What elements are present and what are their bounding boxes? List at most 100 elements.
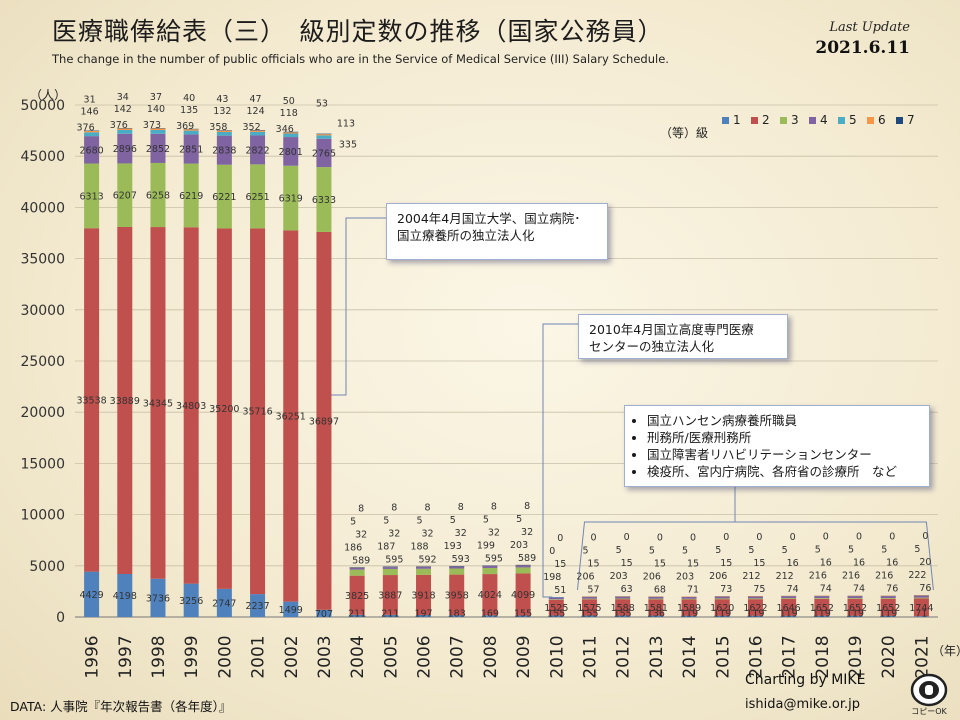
- data-label: 0: [549, 546, 555, 557]
- bar-segment: [615, 615, 631, 617]
- data-label: 113: [337, 119, 355, 130]
- x-tick-label: 2015: [713, 635, 733, 678]
- bar-segment: [482, 565, 498, 568]
- data-label: 8: [458, 502, 464, 513]
- bar-segment: [382, 567, 398, 569]
- data-label: 2852: [146, 144, 170, 155]
- data-label: 50: [283, 96, 295, 107]
- data-label: 589: [518, 553, 536, 564]
- data-label: 15: [621, 558, 633, 569]
- data-label: 3887: [378, 590, 402, 601]
- y-tick-label: 50000: [20, 98, 65, 114]
- annotation-2004-line2: 国立療養所の独立法人化: [397, 228, 535, 243]
- data-label: 373: [143, 120, 161, 131]
- y-tick-label: 5000: [29, 559, 65, 575]
- data-label: 74: [853, 584, 865, 595]
- data-label: 119: [680, 609, 698, 620]
- data-label: 1744: [909, 603, 933, 614]
- data-label: 1652: [843, 603, 867, 614]
- data-label: 8: [491, 501, 497, 512]
- data-label: 5: [383, 516, 389, 527]
- data-label: 53: [316, 99, 328, 110]
- data-label: 211: [348, 609, 366, 620]
- data-label: 358: [209, 122, 227, 133]
- data-label: 222: [908, 570, 926, 581]
- bar-segment: [880, 615, 896, 617]
- data-label: 589: [352, 555, 370, 566]
- data-label: 1622: [743, 603, 767, 614]
- bar-segment: [615, 596, 631, 599]
- bar-segment: [515, 567, 531, 574]
- data-label: 36251: [276, 412, 306, 423]
- bar-segment: [316, 609, 332, 617]
- x-tick-label: 2010: [547, 635, 567, 678]
- legend-label: 1: [733, 113, 741, 127]
- data-label: 33889: [110, 396, 140, 407]
- bar-segment: [416, 614, 432, 617]
- data-label: 193: [444, 541, 462, 552]
- bar-segment: [681, 596, 697, 599]
- bar-segment: [349, 614, 365, 617]
- bar-segment: [150, 133, 166, 163]
- annotation-item-2: 刑務所/医療刑務所: [647, 429, 919, 446]
- bar-segment: [648, 615, 664, 617]
- data-label: 5: [450, 515, 456, 526]
- data-source: DATA: 人事院『年次報告書（各年度）』: [10, 699, 232, 714]
- bar-segment: [283, 601, 299, 617]
- y-tick-label: 35000: [20, 252, 65, 268]
- data-label: 6258: [146, 191, 170, 202]
- data-label: 212: [776, 571, 794, 582]
- bar-segment: [250, 130, 266, 132]
- data-label: 0: [723, 532, 729, 543]
- data-label: 6319: [279, 194, 303, 205]
- legend-label: 2: [762, 113, 770, 127]
- annotation-item-1: 国立ハンセン病療養所職員: [647, 412, 919, 429]
- bar-segment: [449, 568, 465, 575]
- data-label: 1620: [710, 603, 734, 614]
- bar-segment: [150, 162, 166, 228]
- data-label: 203: [676, 571, 694, 582]
- data-label: 16: [853, 558, 865, 569]
- bar-segment: [880, 595, 896, 599]
- annotation-2004: 2004年4月国立大学、国立病院･ 国立療養所の独立法人化: [386, 203, 608, 260]
- legend-label: 5: [849, 113, 857, 127]
- bar-segment: [84, 228, 100, 572]
- data-label: 4429: [80, 590, 104, 601]
- data-label: 5: [782, 545, 788, 556]
- bar-segment: [548, 599, 564, 600]
- annotation-2010-line1: 2010年4月国立高度専門医療: [589, 322, 754, 337]
- data-label: 5: [416, 515, 422, 526]
- bar-segment: [316, 231, 332, 610]
- data-label: 15: [654, 558, 666, 569]
- bar-segment: [250, 164, 266, 229]
- last-update-label: Last Update: [829, 20, 910, 35]
- data-label: 6207: [113, 191, 137, 202]
- bar-segment: [814, 615, 830, 617]
- data-label: 15: [720, 558, 732, 569]
- data-label: 5: [582, 545, 588, 556]
- bar-segment: [814, 598, 830, 616]
- legend-swatch: [751, 117, 758, 124]
- data-label: 593: [452, 554, 470, 565]
- bar-segment: [847, 598, 863, 599]
- data-label: 4198: [113, 591, 137, 602]
- data-label: 5: [914, 544, 920, 555]
- data-label: 5: [350, 516, 356, 527]
- data-label: 3918: [411, 590, 435, 601]
- bar-segment: [913, 616, 929, 617]
- data-label: 0: [889, 532, 895, 543]
- data-label: 119: [746, 609, 764, 620]
- bar-segment: [747, 598, 763, 600]
- data-label: 5: [516, 514, 522, 525]
- data-label: 3736: [146, 593, 170, 604]
- data-label: 36897: [309, 416, 339, 427]
- data-label: 32: [455, 528, 467, 539]
- data-label: 1525: [544, 603, 568, 614]
- bar-segment: [250, 135, 266, 165]
- chart-title: 医療職俸給表（三） 級別定数の推移（国家公務員）: [52, 17, 664, 46]
- data-label: 5: [616, 545, 622, 556]
- data-label: 198: [543, 572, 561, 583]
- data-label: 3958: [445, 590, 469, 601]
- data-label: 4024: [478, 590, 502, 601]
- bar-segment: [913, 595, 929, 598]
